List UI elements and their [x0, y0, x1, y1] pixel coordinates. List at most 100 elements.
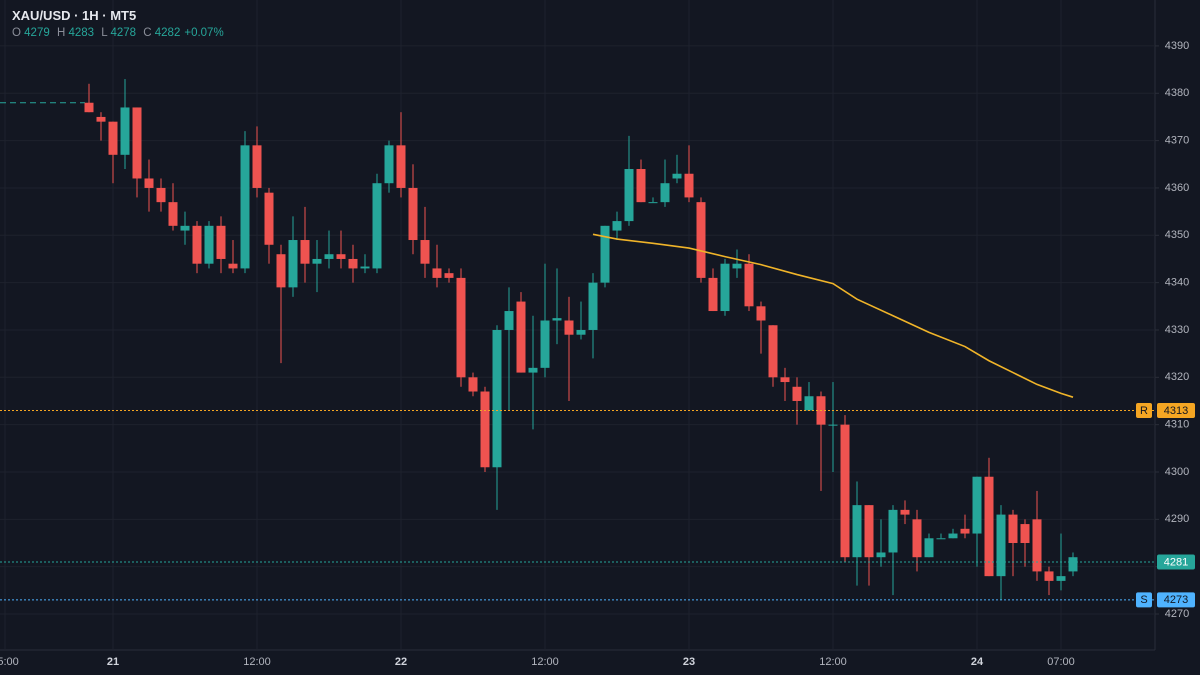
- ohlc-letter: C: [143, 27, 152, 39]
- y-tick-label: 4360: [1165, 182, 1189, 194]
- candle-body: [1020, 524, 1030, 544]
- candle-body: [468, 377, 478, 392]
- candle-body: [864, 505, 874, 558]
- level-price: 4273: [1164, 594, 1188, 606]
- ohlc-letter: O: [12, 27, 21, 39]
- chart-title: XAU/USD · 1H · MT5: [12, 8, 137, 23]
- y-tick-label: 4270: [1165, 608, 1189, 620]
- candle-body: [420, 240, 430, 264]
- candle-body: [372, 183, 382, 269]
- candle-body: [972, 476, 982, 534]
- candle-body: [444, 273, 454, 278]
- candle-body: [528, 367, 538, 373]
- ohlc-letter: L: [101, 27, 108, 39]
- x-tick-label: 07:00: [1047, 656, 1075, 668]
- candle-body: [852, 505, 862, 558]
- ohlc-value: 4278: [110, 27, 137, 39]
- candle-body: [624, 169, 634, 222]
- candle-body: [552, 318, 562, 321]
- candle-body: [876, 552, 886, 558]
- candle-body: [156, 187, 166, 203]
- y-tick-label: 4320: [1165, 371, 1189, 383]
- candle-body: [336, 254, 346, 259]
- candle-body: [108, 121, 118, 155]
- x-tick-label: 12:00: [243, 656, 271, 668]
- candle-body: [924, 538, 934, 558]
- level-tag: [1136, 592, 1152, 608]
- candle-body: [756, 306, 766, 321]
- candle-body: [516, 301, 526, 373]
- candle-body: [660, 183, 670, 203]
- moving-average: [592, 233, 1074, 398]
- candle-body: [204, 225, 214, 264]
- candle-body: [1008, 514, 1018, 544]
- ohlc: O 4279 H 4283 L 4278 C 4282 +0.07%: [12, 27, 228, 39]
- candle-body: [492, 329, 502, 468]
- candle-body: [480, 391, 490, 468]
- candle-body: [432, 268, 442, 278]
- ohlc-value: 4283: [68, 27, 95, 39]
- candle-body: [636, 169, 646, 203]
- candle-body: [936, 538, 946, 540]
- x-tick-label: 15:00: [0, 656, 19, 668]
- candle-body: [708, 277, 718, 312]
- y-tick-label: 4310: [1165, 419, 1189, 431]
- candle-body: [132, 107, 142, 179]
- candle-body: [720, 263, 730, 312]
- candle-body: [228, 263, 238, 269]
- candle-body: [804, 396, 814, 411]
- ohlc-letter: H: [56, 27, 66, 39]
- candle-body: [1068, 557, 1078, 572]
- candle-body: [960, 528, 970, 534]
- candle-body: [996, 514, 1006, 577]
- candle-body: [120, 107, 130, 155]
- candle-body: [168, 202, 178, 226]
- candle-body: [1056, 576, 1066, 581]
- candle-body: [252, 145, 262, 188]
- candle-body: [648, 202, 658, 204]
- candle-body: [360, 266, 370, 269]
- change: +0.07%: [184, 27, 224, 39]
- candle-body: [192, 225, 202, 264]
- candle-body: [768, 325, 778, 378]
- candle-body: [828, 424, 838, 426]
- candle-body: [888, 509, 898, 553]
- candle-body: [276, 254, 286, 288]
- y-tick-label: 4390: [1165, 40, 1189, 52]
- y-tick-label: 4300: [1165, 466, 1189, 478]
- candle-body: [984, 476, 994, 577]
- candle-body: [1032, 519, 1042, 572]
- y-tick-label: 4290: [1165, 513, 1189, 525]
- level-price: 4313: [1164, 405, 1188, 417]
- candle-body: [324, 254, 334, 259]
- price-tag: [1157, 554, 1195, 570]
- candle-body: [180, 225, 190, 231]
- x-tick-label: 12:00: [819, 656, 847, 668]
- candle-body: [612, 221, 622, 231]
- y-tick-label: 4340: [1165, 277, 1189, 289]
- x-tick-label: 22: [395, 656, 407, 668]
- candle-body: [384, 145, 394, 184]
- y-tick-label: 4350: [1165, 229, 1189, 241]
- candle-body: [684, 173, 694, 198]
- level-tag: [1136, 402, 1152, 418]
- candle-body: [312, 258, 322, 264]
- candle-body: [396, 145, 406, 188]
- candle-body: [96, 116, 106, 122]
- level-name: S: [1140, 594, 1147, 606]
- x-tick-label: 12:00: [531, 656, 559, 668]
- candle-body: [300, 240, 310, 264]
- candle-body: [1044, 571, 1054, 581]
- candle-body: [792, 386, 802, 401]
- candle-body: [84, 102, 94, 113]
- price-tag-label: 4281: [1164, 556, 1188, 568]
- candle-body: [408, 187, 418, 241]
- x-tick-label: 21: [107, 656, 119, 668]
- candle-body: [912, 519, 922, 558]
- ohlc-value: 4282: [154, 27, 181, 39]
- candle-body: [348, 258, 358, 269]
- candle-body: [576, 329, 586, 335]
- candle-body: [696, 202, 706, 278]
